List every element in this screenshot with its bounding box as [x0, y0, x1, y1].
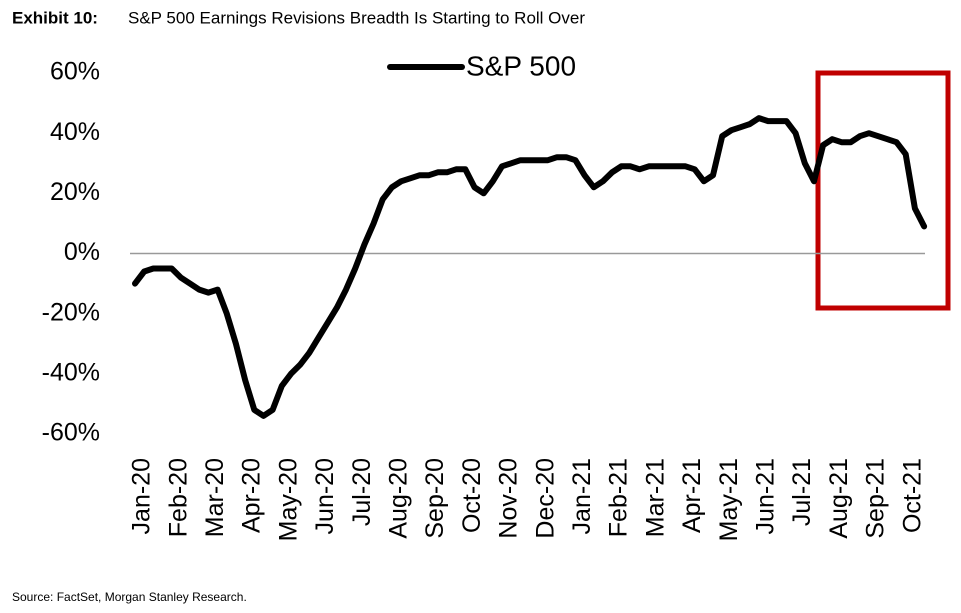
y-tick-label: 20% — [50, 178, 100, 206]
x-tick-label: Jan-21 — [568, 458, 596, 534]
x-tick-label: Jul-20 — [348, 458, 376, 526]
line — [132, 115, 928, 419]
x-tick-label: Sep-20 — [421, 458, 449, 539]
x-tick-label: Sep-21 — [862, 458, 890, 539]
x-tick-label: Aug-21 — [825, 458, 853, 539]
x-tick-label: Feb-21 — [605, 458, 633, 537]
y-tick-label: -60% — [42, 419, 100, 447]
x-tick-label: Mar-21 — [641, 458, 669, 537]
x-tick-label: Nov-20 — [495, 458, 523, 539]
y-tick-label: 40% — [50, 118, 100, 146]
x-tick-label: Aug-20 — [385, 458, 413, 539]
source: Source: FactSet, Morgan Stanley Research… — [12, 590, 247, 604]
x-tick-label: Oct-21 — [898, 458, 926, 533]
x-tick-label: Apr-21 — [678, 458, 706, 533]
x-tick-label: Oct-20 — [458, 458, 486, 533]
x-tick-label: Jun-20 — [311, 458, 339, 534]
x-tick-label: May-21 — [715, 458, 743, 541]
x-tick-label: Apr-20 — [238, 458, 266, 533]
legend-label: S&P 500 — [466, 50, 576, 81]
y-tick-label: 0% — [64, 238, 100, 266]
title-prefix: Exhibit 10: — [12, 8, 98, 27]
highlight-box — [815, 70, 951, 311]
y-tick-label: 60% — [50, 58, 100, 86]
x-tick-label: Dec-20 — [531, 458, 559, 539]
y-tick-label: -40% — [42, 358, 100, 386]
x-tick-label: Mar-20 — [201, 458, 229, 537]
y-tick-label: -20% — [42, 298, 100, 326]
x-tick-label: Jan-20 — [128, 458, 156, 534]
x-tick-label: Jul-21 — [788, 458, 816, 526]
x-tick-label: Jun-21 — [752, 458, 780, 534]
x-tick-label: May-20 — [274, 458, 302, 541]
chart-title: S&P 500 Earnings Revisions Breadth Is St… — [128, 8, 585, 27]
x-tick-label: Feb-20 — [164, 458, 192, 537]
